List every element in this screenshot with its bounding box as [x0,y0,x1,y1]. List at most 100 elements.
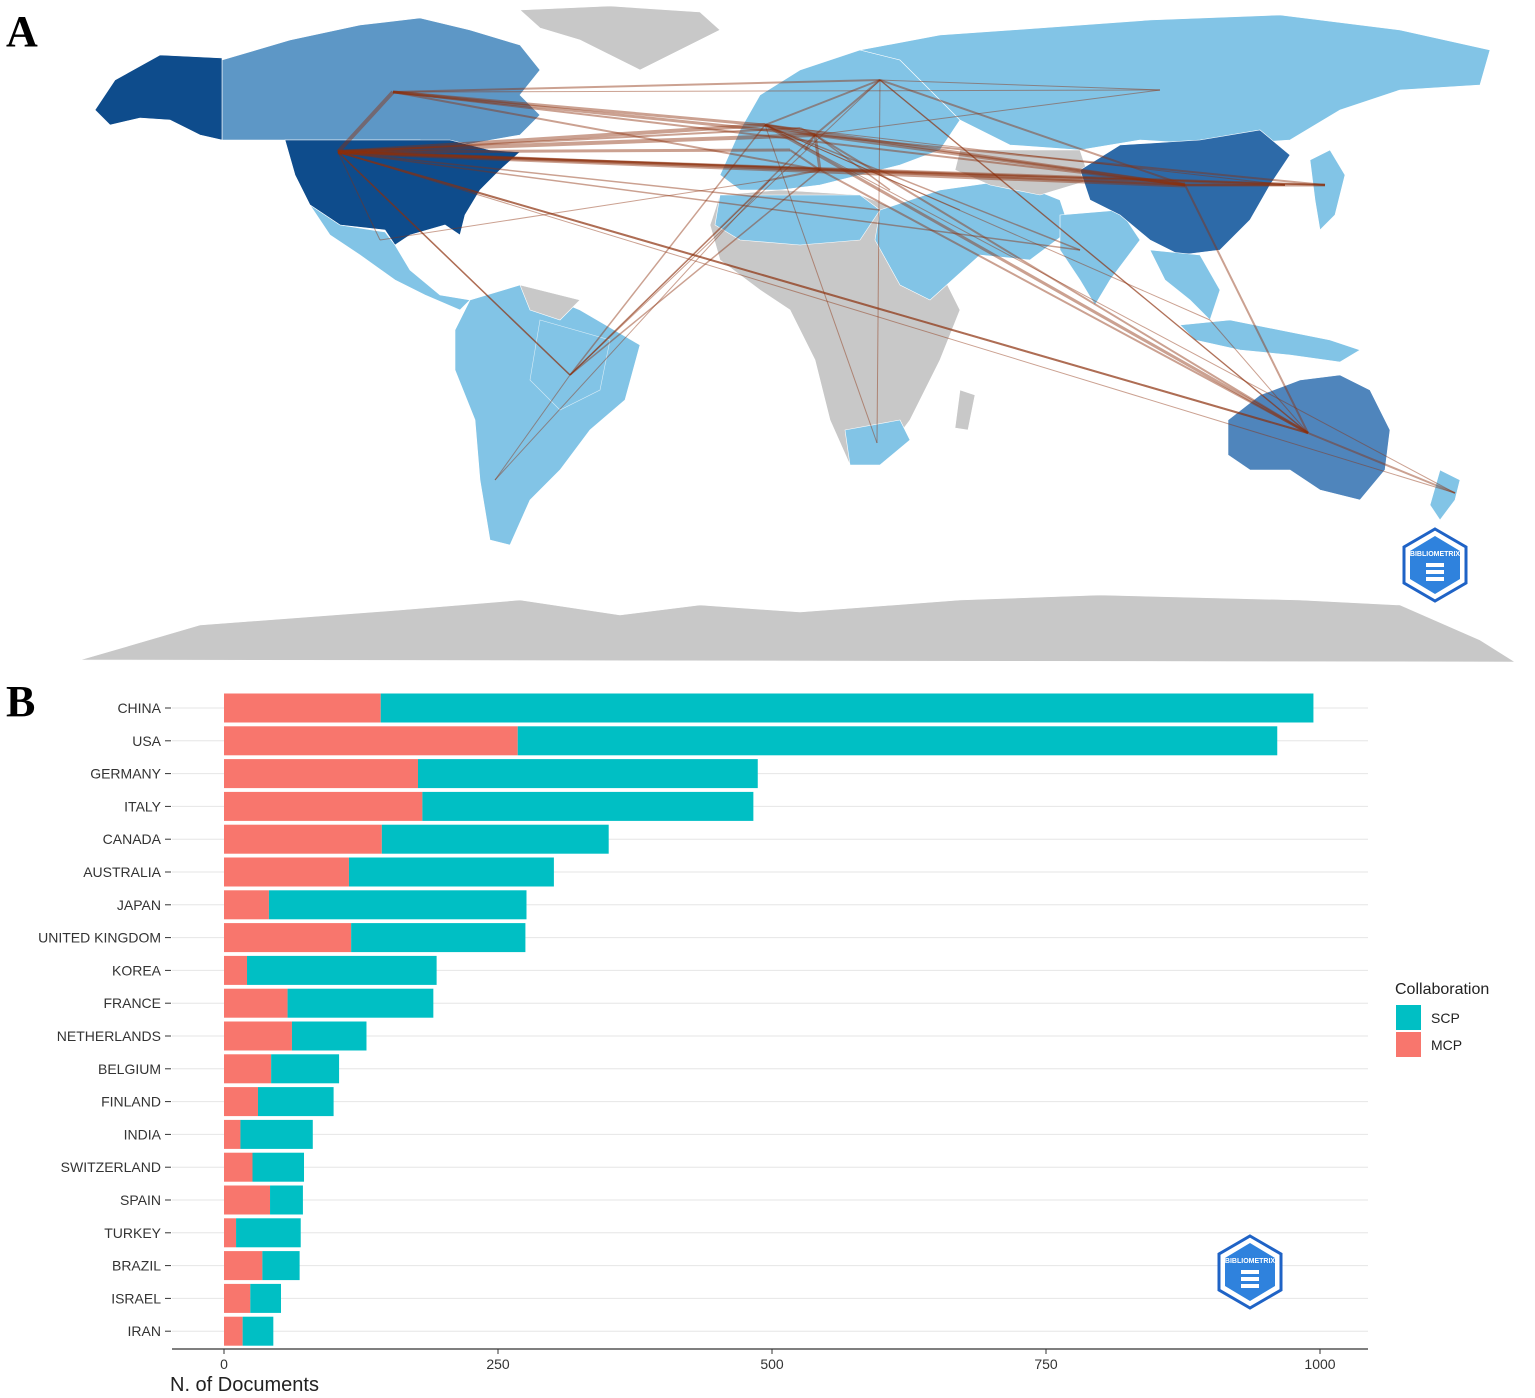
y-tick-label: CANADA [103,831,162,847]
collaboration-link [337,148,791,154]
bar-mcp [224,693,381,723]
chart-watermark-text: BIBLIOMETRIX [1225,1258,1275,1265]
bar-scp [348,857,554,887]
bar-mcp [224,955,248,985]
collaboration-link [569,124,766,376]
collaboration-link [337,123,766,154]
y-tick-label: GERMANY [90,766,161,782]
collaboration-link [764,124,961,211]
y-tick-label: SPAIN [120,1192,161,1208]
bar-mcp [224,923,352,953]
collaboration-link [392,90,766,127]
new-zealand-shape [1429,469,1461,521]
collaboration-link [392,91,1186,186]
madagascar-shape [954,389,976,431]
russia-shape [859,14,1491,151]
bar-mcp [224,791,423,821]
y-tick-label: BRAZIL [112,1258,161,1274]
collaboration-world-map: BIBLIOMETRIX [79,5,1517,663]
bar-scp [247,955,437,985]
panel-a-label: A [6,7,38,56]
bar-mcp [224,1087,258,1117]
japan-shape [1309,149,1346,231]
bar-mcp [224,1119,241,1149]
collaboration-link [337,133,816,154]
legend-key-mcp [1396,1032,1421,1057]
bar-mcp [224,824,382,854]
antarctica-shape [79,594,1517,663]
map-watermark-text: BIBLIOMETRIX [1410,551,1460,558]
north-africa-shape [714,194,881,246]
bar-mcp [224,1021,292,1051]
alaska-shape [94,54,223,141]
bar-mcp [224,1251,263,1281]
central-asia-shape [954,149,1091,196]
bar-mcp [224,890,269,920]
bar-mcp [224,1316,243,1346]
collaboration-link [764,124,878,444]
australia-shape [1227,374,1391,501]
bar-scp [262,1251,300,1281]
bar-scp [351,923,526,953]
collaboration-link [879,79,1309,434]
collaboration-link [337,149,1186,188]
bar-scp [517,726,1278,756]
y-tick-label: IRAN [128,1323,161,1339]
collaboration-link [1307,432,1456,494]
collaboration-link [804,134,816,151]
collaboration-link [337,127,801,153]
bar-scp [240,1119,313,1149]
y-tick-label: UNITED KINGDOM [38,930,161,946]
x-tick-label: 750 [1034,1356,1058,1372]
x-tick-label: 500 [760,1356,784,1372]
bar-scp [242,1316,274,1346]
bar-scp [380,693,1314,723]
collaboration-link [764,123,1309,435]
collaboration-link [879,79,1309,434]
legend: Collaboration SCP MCP [1395,981,1489,1057]
bar-scp [271,1054,340,1084]
collaboration-link [569,134,816,376]
bar-mcp [224,1185,271,1215]
bar-scp [381,824,609,854]
bar-scp [417,759,758,789]
collaboration-link [337,151,381,241]
bar-mcp [224,988,288,1018]
y-tick-label: FRANCE [103,995,161,1011]
bar-scp [291,1021,367,1051]
collaboration-link [337,151,1286,186]
collaboration-link [337,151,881,211]
bar-scp [250,1283,281,1313]
collaboration-link [337,150,821,172]
collaboration-link [392,91,821,171]
collaboration-link [392,79,881,93]
bar-scp [422,791,754,821]
collaboration-link [879,79,1186,186]
x-tick-label: 0 [220,1356,228,1372]
bar-mcp [224,1054,272,1084]
collaboration-links [336,79,1456,494]
collaboration-link [764,123,816,137]
x-axis: 0 250 500 750 1000 [172,1348,1368,1372]
collaboration-link [569,169,821,376]
collaboration-link [336,90,395,154]
collaboration-link [879,79,1161,91]
bar-mcp [224,1283,251,1313]
y-tick-label: ITALY [124,798,161,814]
y-tick-label: ISRAEL [111,1290,161,1306]
greenland-shape [519,5,721,71]
y-tick-label: FINLAND [101,1094,161,1110]
collaboration-link [337,151,571,376]
y-tick-label: TURKEY [104,1225,161,1241]
south-america-inner-shape [529,319,611,411]
x-axis-title: N. of Documents [170,1374,319,1396]
map-watermark-logo: BIBLIOMETRIX [1402,527,1468,603]
bar-scp [257,1087,334,1117]
bar-scp [268,890,527,920]
collaboration-link [814,134,891,191]
y-tick-label: INDIA [124,1126,162,1142]
y-tick-label: KOREA [112,962,162,978]
bar-mcp [224,1218,237,1248]
collaboration-link [392,89,1161,93]
y-tick-label: BELGIUM [98,1061,161,1077]
